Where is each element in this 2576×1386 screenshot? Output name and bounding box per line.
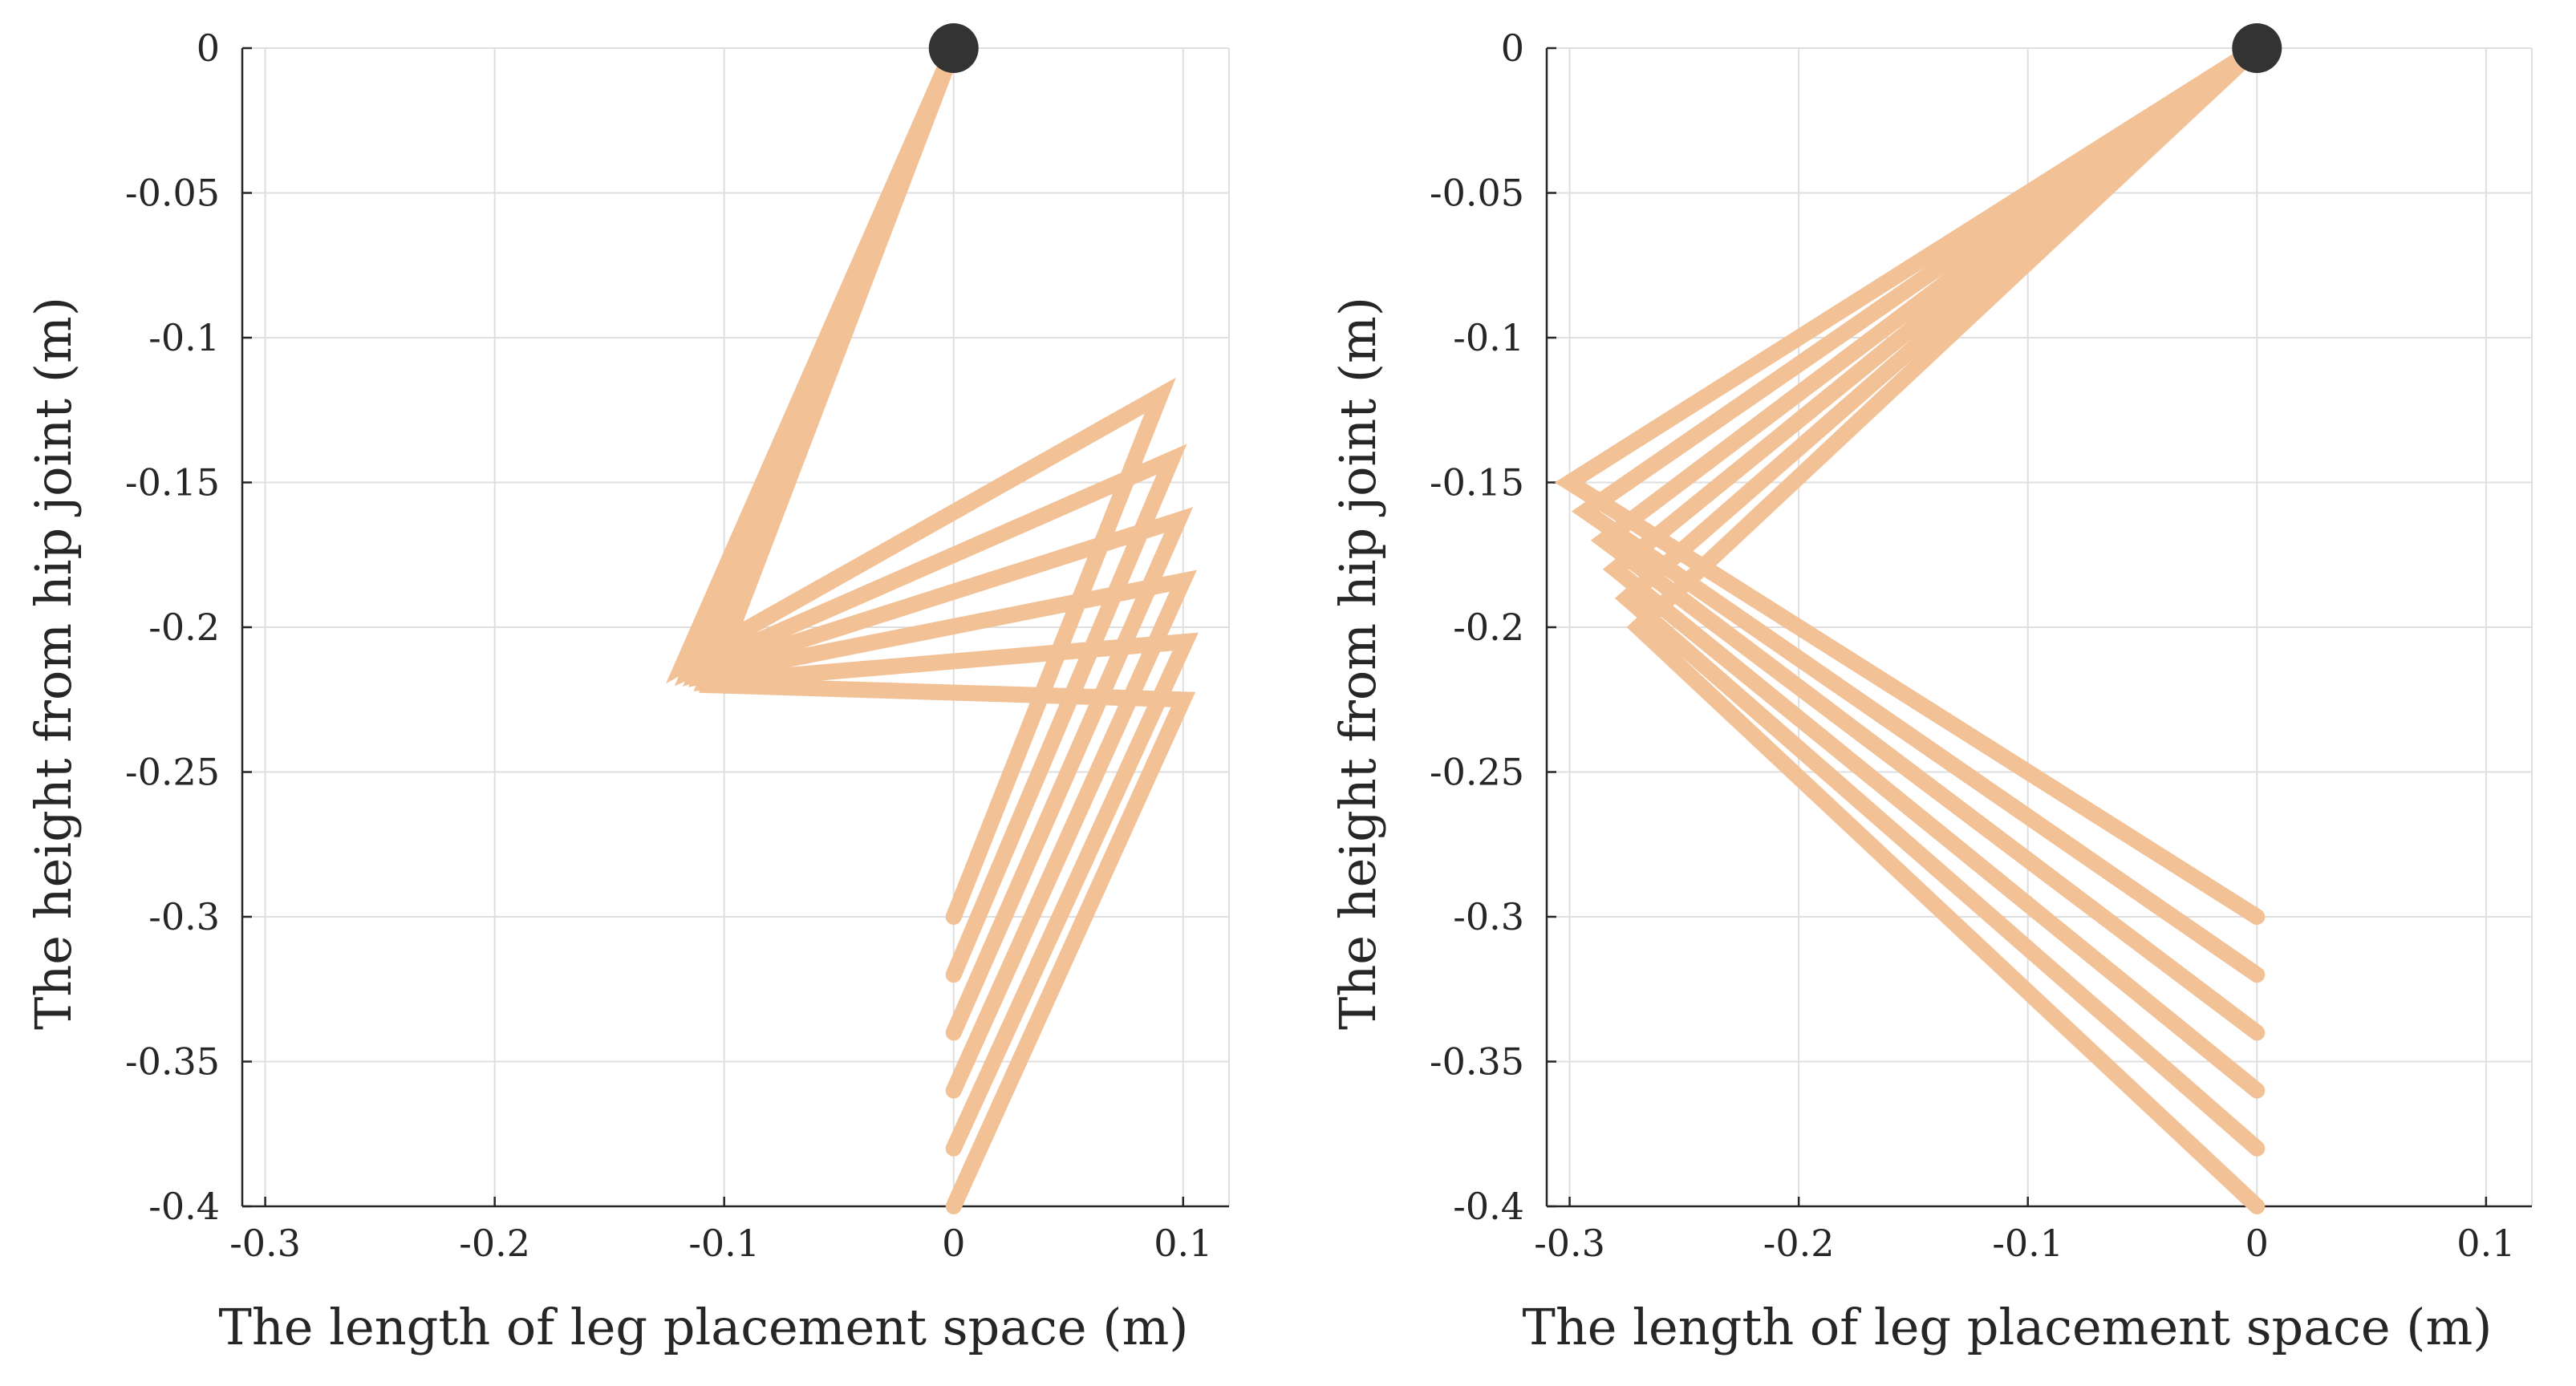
leg-series	[1554, 40, 2266, 1214]
x-axis-label: The length of leg placement space (m)	[219, 1298, 1189, 1356]
y-tick-label: -0.2	[148, 606, 220, 649]
x-tick-label: 0.1	[1154, 1222, 1212, 1265]
leg-series-6	[699, 40, 1196, 1214]
y-tick-label: -0.1	[148, 316, 220, 359]
y-tick-label: -0.05	[1430, 172, 1524, 215]
ticks: -0.3 -0.2 -0.1 0 0.1 0 -0.05 -0.1 -0.15 -0.2 -0.25…	[1430, 26, 2515, 1265]
y-tick-label: -0.15	[125, 461, 220, 505]
leg-series-6	[1626, 40, 2266, 1214]
leg-series-1	[1554, 40, 2266, 925]
y-tick-label: -0.4	[148, 1185, 220, 1228]
ticks: -0.3 -0.2 -0.1 0 0.1 0 -0.05 -0.1 -0.15 -0.2 -0.25…	[125, 26, 1212, 1265]
leg-series-3	[1590, 40, 2266, 1041]
y-tick-label: -0.4	[1453, 1185, 1524, 1228]
y-axis-label: The height from hip joint (m)	[24, 297, 83, 1030]
x-tick-label: -0.1	[688, 1222, 760, 1265]
x-tick-label: -0.2	[459, 1222, 530, 1265]
x-tick-label: -0.1	[1992, 1222, 2063, 1265]
y-tick-label: -0.35	[125, 1040, 220, 1084]
y-tick-label: -0.3	[148, 895, 220, 938]
y-tick-label: -0.3	[1453, 895, 1524, 938]
x-axis-label: The length of leg placement space (m)	[1523, 1298, 2493, 1356]
leg-series-5	[1614, 40, 2266, 1157]
x-tick-label: -0.3	[1534, 1222, 1605, 1265]
left-plot-panel: -0.3 -0.2 -0.1 0 0.1 0 -0.05 -0.1 -0.15 -0.2 -0.25…	[24, 23, 1230, 1356]
y-tick-label: -0.05	[125, 172, 220, 215]
x-tick-label: -0.3	[229, 1222, 301, 1265]
x-tick-label: -0.2	[1763, 1222, 1835, 1265]
hip-joint-marker	[2232, 23, 2282, 73]
x-tick-label: 0	[2245, 1222, 2269, 1265]
y-tick-label: -0.15	[1430, 461, 1524, 505]
right-plot-panel: -0.3 -0.2 -0.1 0 0.1 0 -0.05 -0.1 -0.15 -0.2 -0.25…	[1329, 23, 2533, 1356]
y-tick-label: 0	[1501, 26, 1524, 70]
y-tick-label: -0.25	[125, 751, 220, 794]
y-tick-label: -0.2	[1453, 606, 1524, 649]
leg-series-4	[1602, 40, 2266, 1099]
y-tick-label: -0.25	[1430, 751, 1524, 794]
leg-series-2	[1571, 40, 2266, 983]
y-tick-label: -0.35	[1430, 1040, 1524, 1084]
hip-joint-marker	[928, 23, 979, 73]
leg-series	[665, 40, 1199, 1214]
markers	[2232, 23, 2282, 73]
y-tick-label: 0	[197, 26, 220, 70]
leg-series-4	[688, 40, 1197, 1099]
markers	[928, 23, 979, 73]
x-tick-label: 0.1	[2456, 1222, 2515, 1265]
x-tick-label: 0	[942, 1222, 965, 1265]
y-axis-label: The height from hip joint (m)	[1329, 297, 1387, 1030]
y-tick-label: -0.1	[1453, 316, 1524, 359]
